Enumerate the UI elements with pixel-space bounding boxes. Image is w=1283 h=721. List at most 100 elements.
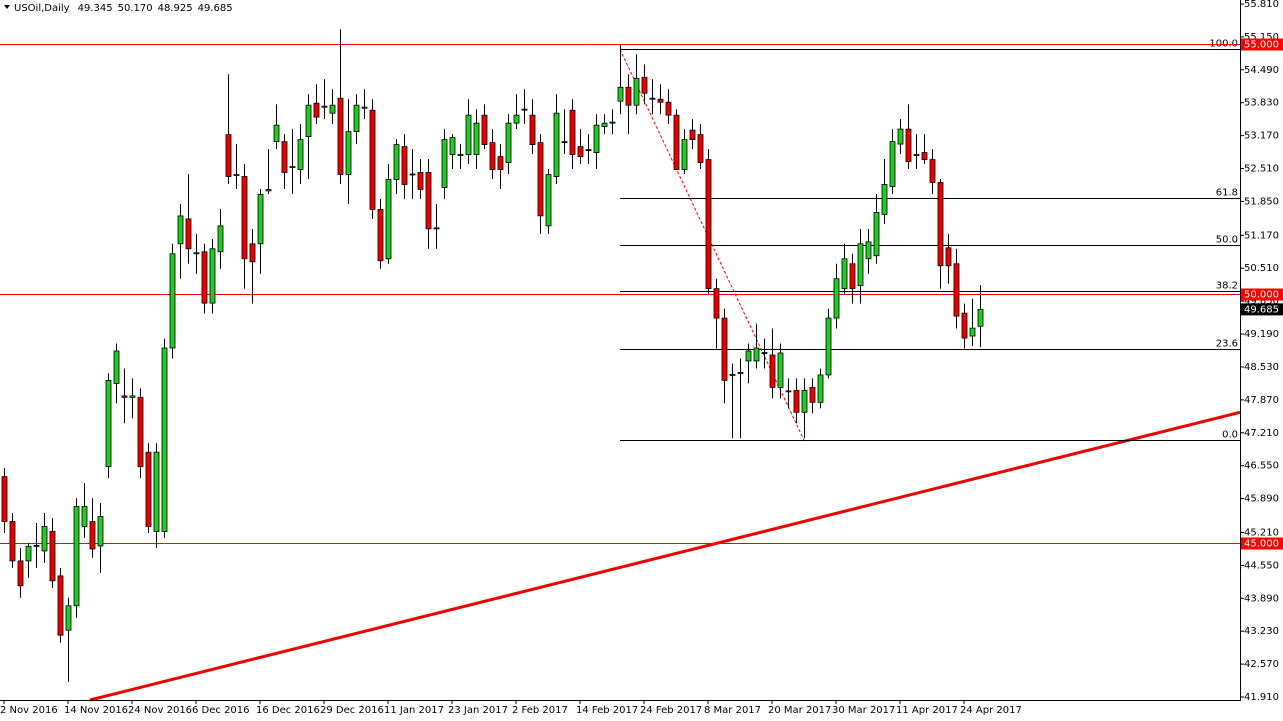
candle-body [753, 347, 760, 362]
x-tick-label: 30 Mar 2017 [832, 705, 895, 716]
y-tick-label: 55.150 [1244, 32, 1279, 43]
candle-body [313, 102, 320, 118]
x-tick-label: 20 Mar 2017 [768, 705, 831, 716]
candle-body [945, 247, 952, 267]
x-tick-label: 29 Dec 2016 [320, 705, 384, 716]
y-tick-label: 48.530 [1244, 362, 1279, 373]
candle-body [841, 258, 848, 290]
plot-area: 100.061.850.038.223.60.0 [0, 29, 1241, 702]
y-tick-label: 43.230 [1244, 626, 1279, 637]
candle-body [697, 134, 704, 163]
candle-body [937, 182, 944, 267]
candle-body [329, 104, 336, 114]
x-tick-label: 24 Apr 2017 [960, 705, 1022, 716]
candle-body [369, 109, 376, 210]
fib-label: 61.8 [1216, 188, 1238, 199]
price-box [1241, 288, 1283, 301]
candle-body [649, 97, 656, 100]
candle-body [465, 114, 472, 155]
candle-body [889, 141, 896, 187]
candle-body [41, 526, 48, 552]
candle-body [177, 215, 184, 245]
candle-body [225, 134, 232, 177]
candle-body [881, 184, 888, 215]
candle-body [401, 146, 408, 185]
candle-body [185, 218, 192, 250]
candle-body [321, 105, 328, 108]
candle-body [537, 142, 544, 217]
candle-body [241, 176, 248, 260]
candle-body [929, 159, 936, 183]
price-box [1241, 537, 1283, 550]
candle-body [921, 152, 928, 160]
y-tick-label: 47.870 [1244, 395, 1279, 406]
candle-body [737, 372, 744, 374]
candle-body [625, 86, 632, 106]
candle-body [273, 124, 280, 142]
candle-body [145, 451, 152, 527]
ohlc-value: 49.345 [78, 3, 113, 14]
fib-label: 0.0 [1222, 430, 1238, 441]
candle-body [961, 312, 968, 339]
y-tick-label: 45.890 [1244, 494, 1279, 505]
trend-line [89, 410, 1241, 702]
candle-body [457, 154, 464, 156]
candle-body [249, 243, 256, 263]
candle-body [769, 354, 776, 388]
candle-body [761, 352, 768, 354]
y-tick-label: 54.490 [1244, 65, 1279, 76]
candle-body [25, 546, 32, 562]
candle-body [89, 521, 96, 550]
candle-body [441, 139, 448, 188]
candle-body [121, 395, 128, 398]
candle-body [577, 146, 584, 157]
candle-body [129, 395, 136, 398]
candle-body [745, 350, 752, 362]
y-tick-label: 45.210 [1244, 527, 1279, 538]
candle-body [433, 227, 440, 230]
y-tick-label: 41.910 [1244, 692, 1279, 703]
candle-body [281, 141, 288, 173]
last-price-box [1241, 303, 1283, 316]
candle-body [233, 174, 240, 176]
candle-body [449, 137, 456, 155]
y-tick-label: 49.850 [1244, 296, 1279, 307]
candle-body [817, 374, 824, 403]
fib-label: 50.0 [1216, 235, 1238, 246]
x-tick-label: 11 Apr 2017 [896, 705, 958, 716]
candle-body [345, 131, 352, 175]
x-tick-label: 23 Jan 2017 [448, 705, 508, 716]
dropdown-icon[interactable] [4, 5, 10, 9]
candle-body [377, 209, 384, 262]
candle-body [17, 560, 24, 587]
candle-body [713, 288, 720, 319]
candle-body [721, 317, 728, 381]
candle-body [953, 263, 960, 317]
candle-body [585, 149, 592, 151]
candle-body [113, 350, 120, 384]
x-tick-label: 14 Feb 2017 [576, 705, 638, 716]
candle-body [545, 174, 552, 227]
y-tick-label: 51.850 [1244, 196, 1279, 207]
candle-body [777, 352, 784, 388]
candle-body [217, 225, 224, 253]
x-tick-label: 6 Dec 2016 [192, 705, 250, 716]
candle-body [169, 253, 176, 349]
y-tick-label: 53.830 [1244, 98, 1279, 109]
candle-body [353, 104, 360, 133]
candle-body [825, 317, 832, 376]
candle-body [665, 101, 672, 116]
ohlc-value: 48.925 [158, 3, 193, 14]
candle-body [681, 139, 688, 170]
x-tick-label: 2 Nov 2016 [0, 705, 58, 716]
candle-body [641, 76, 648, 94]
candle-body [385, 179, 392, 260]
y-tick-label: 50.510 [1244, 263, 1279, 274]
price-box [1241, 38, 1283, 51]
candle-body [857, 243, 864, 287]
candle-body [481, 114, 488, 145]
candle-body [705, 159, 712, 290]
y-tick-label: 55.810 [1244, 0, 1279, 10]
price-box-label: 50.000 [1244, 290, 1279, 301]
